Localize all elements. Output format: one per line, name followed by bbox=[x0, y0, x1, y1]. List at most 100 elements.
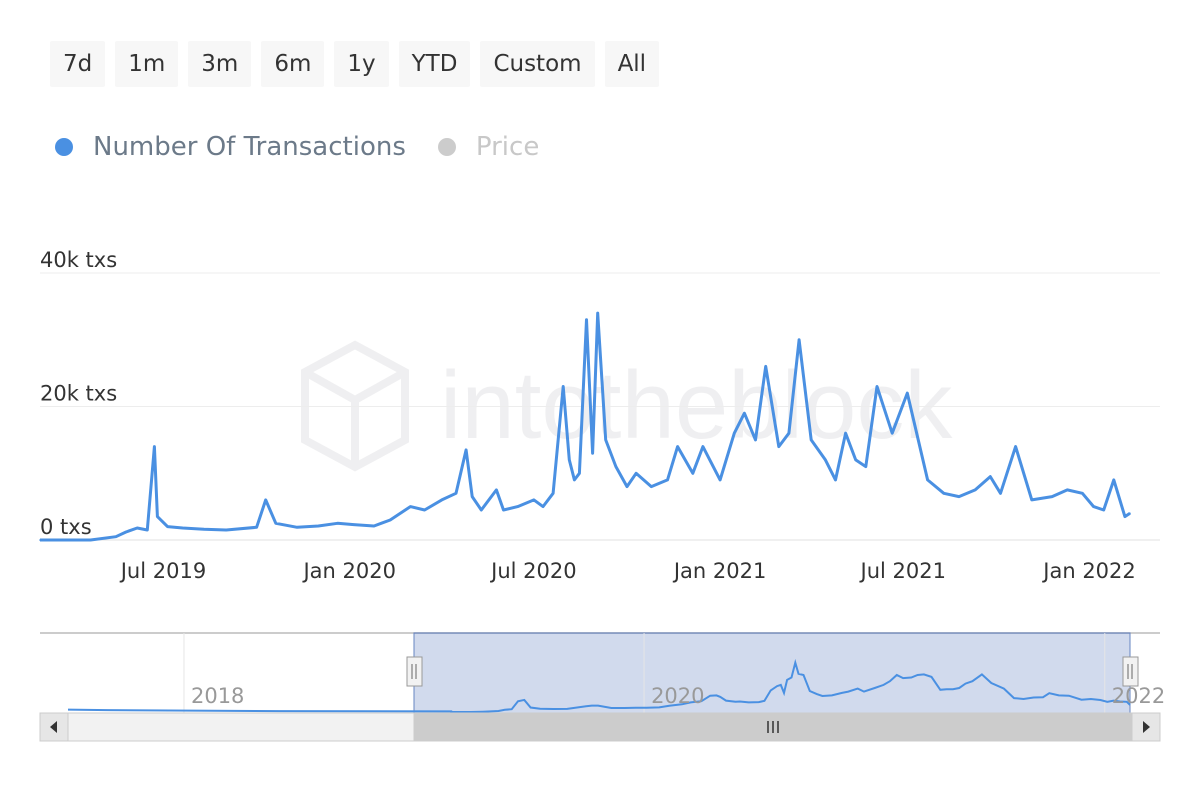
data-point bbox=[958, 495, 960, 498]
data-point bbox=[296, 526, 298, 529]
grid bbox=[40, 272, 1160, 541]
data-point bbox=[136, 527, 138, 529]
data-point bbox=[692, 472, 694, 475]
scrollbar-grip-icon bbox=[767, 721, 779, 733]
series-line-transactions bbox=[40, 311, 1131, 542]
data-point bbox=[764, 365, 767, 368]
data-point bbox=[471, 495, 474, 498]
data-point bbox=[1081, 492, 1084, 495]
data-point bbox=[604, 439, 607, 441]
data-point bbox=[865, 465, 867, 468]
legend-marker-price bbox=[437, 138, 456, 156]
x-tick-label: Jan 2022 bbox=[1041, 559, 1136, 583]
data-point bbox=[1113, 479, 1115, 481]
data-point bbox=[626, 485, 628, 488]
data-point bbox=[409, 505, 412, 508]
x-tick-label: Jul 2020 bbox=[489, 559, 576, 583]
intotheblock-logo-icon bbox=[301, 340, 409, 472]
data-point bbox=[203, 528, 205, 531]
data-point bbox=[1129, 512, 1131, 515]
y-tick-label: 40k txs bbox=[40, 248, 117, 272]
scroll-right-button[interactable] bbox=[1131, 712, 1161, 742]
data-point bbox=[495, 489, 498, 491]
data-point bbox=[1051, 495, 1053, 498]
legend-item-price[interactable]: Price bbox=[437, 132, 540, 162]
chart-legend: Number Of Transactions Price bbox=[55, 132, 539, 162]
data-point bbox=[676, 445, 679, 448]
legend-item-transactions[interactable]: Number Of Transactions bbox=[55, 132, 406, 162]
navigator-right-handle[interactable] bbox=[1122, 656, 1139, 687]
data-point bbox=[573, 479, 576, 481]
data-point bbox=[373, 525, 375, 527]
data-point bbox=[788, 432, 790, 435]
y-tick-label: 20k txs bbox=[40, 382, 117, 406]
data-point bbox=[719, 479, 721, 481]
data-point bbox=[39, 539, 41, 541]
data-point bbox=[810, 439, 812, 441]
data-point bbox=[666, 479, 669, 481]
x-tick-label: Jul 2019 bbox=[119, 559, 206, 583]
navigator-grid bbox=[183, 633, 1106, 713]
x-axis: Jul 2019 Jan 2020 Jul 2020 Jan 2021 Jul 2021… bbox=[119, 559, 1136, 583]
range-button-1y[interactable]: 1y bbox=[334, 41, 389, 87]
data-point bbox=[854, 459, 857, 461]
data-point bbox=[1102, 509, 1105, 511]
watermark: intotheblock bbox=[301, 340, 953, 472]
data-point bbox=[115, 535, 117, 538]
arrow-right-icon bbox=[1143, 721, 1150, 733]
data-point bbox=[533, 499, 535, 501]
navigator-left-handle[interactable] bbox=[406, 656, 423, 687]
x-tick-label: Jan 2020 bbox=[301, 559, 396, 583]
range-button-all[interactable]: All bbox=[604, 41, 660, 87]
scroll-left-button[interactable] bbox=[39, 712, 69, 742]
data-point bbox=[999, 492, 1002, 495]
data-point bbox=[423, 509, 426, 511]
legend-label-price: Price bbox=[475, 132, 540, 162]
range-button-7d[interactable]: 7d bbox=[50, 41, 106, 87]
data-point bbox=[591, 452, 594, 455]
watermark-text: intotheblock bbox=[440, 352, 953, 459]
data-point bbox=[615, 465, 617, 468]
data-point bbox=[844, 432, 847, 435]
data-point bbox=[1031, 499, 1033, 501]
data-point bbox=[465, 449, 467, 451]
y-axis: 0 txs 20k txs 40k txs bbox=[40, 248, 117, 539]
data-point bbox=[146, 529, 149, 531]
data-point bbox=[542, 505, 544, 508]
data-point bbox=[502, 509, 505, 511]
x-tick-label: Jan 2021 bbox=[672, 559, 767, 583]
series-group bbox=[39, 311, 1131, 542]
navigator-selected-range[interactable] bbox=[413, 632, 1131, 714]
data-point bbox=[352, 523, 355, 526]
range-button-ytd[interactable]: YTD bbox=[398, 41, 471, 87]
range-button-6m[interactable]: 6m bbox=[261, 41, 325, 87]
data-point bbox=[754, 439, 757, 441]
data-point bbox=[181, 527, 184, 529]
data-point bbox=[225, 529, 227, 531]
navigator-series-group bbox=[67, 658, 1131, 713]
data-point bbox=[441, 499, 443, 501]
data-point bbox=[264, 499, 267, 501]
navigator-x-axis: 2018 2020 2022 bbox=[191, 684, 1165, 708]
range-button-3m[interactable]: 3m bbox=[188, 41, 252, 87]
data-point bbox=[1066, 489, 1069, 491]
data-point bbox=[1124, 515, 1126, 518]
legend-label-transactions: Number Of Transactions bbox=[93, 132, 406, 162]
data-point bbox=[317, 525, 320, 527]
range-selector: 7d 1m 3m 6m 1y YTD Custom All bbox=[50, 41, 660, 87]
legend-marker-transactions bbox=[55, 138, 73, 156]
data-point bbox=[89, 539, 92, 541]
x-tick-label: Jul 2021 bbox=[859, 559, 946, 583]
data-point bbox=[743, 412, 746, 415]
navigator-tick-label: 2018 bbox=[191, 684, 244, 708]
arrow-left-icon bbox=[50, 721, 57, 733]
data-point bbox=[943, 492, 945, 495]
range-button-1m[interactable]: 1m bbox=[115, 41, 179, 87]
data-point bbox=[562, 385, 564, 388]
data-point bbox=[906, 392, 909, 394]
scrollbar[interactable] bbox=[39, 712, 1161, 742]
data-point bbox=[275, 522, 277, 525]
range-button-custom[interactable]: Custom bbox=[480, 41, 595, 87]
data-point bbox=[974, 489, 976, 491]
